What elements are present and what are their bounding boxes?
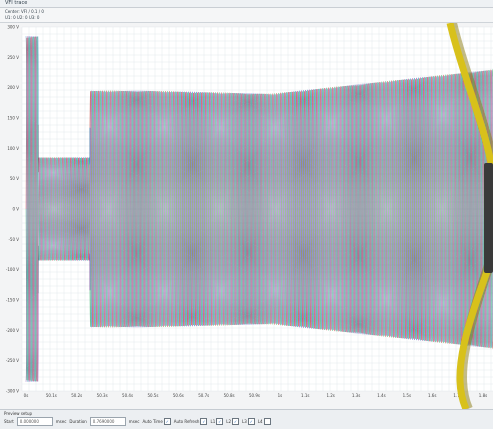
auto-time-group[interactable]: Auto Time ✓	[142, 418, 171, 425]
duration-unit: msec	[128, 419, 140, 424]
duration-label: Duration	[69, 419, 87, 424]
auto-refresh-group[interactable]: Auto Refresh ✓	[174, 418, 208, 425]
x-tick-label: 1.7s	[453, 393, 461, 398]
x-tick-label: 50.8s	[224, 393, 235, 398]
window-title: VFI trace	[5, 0, 28, 6]
x-axis-labels: 0s 50.1s 50.2s 50.3s 50.4s 50.5s 50.6s 50.7s 50.…	[24, 393, 488, 398]
x-tick-label: 50.3s	[97, 393, 108, 398]
channel-l1-checkbox[interactable]: ✓	[216, 418, 224, 425]
channel-l1-label: L1	[210, 419, 216, 424]
x-tick-label: 50.7s	[198, 393, 209, 398]
channel-l2-checkbox[interactable]: ✓	[232, 418, 240, 425]
x-tick-label: 50.4s	[122, 393, 133, 398]
auto-refresh-checkbox[interactable]: ✓	[200, 418, 208, 425]
auto-time-checkbox[interactable]: ✓	[163, 418, 171, 425]
x-tick-label: 1.4s	[377, 393, 385, 398]
device-housing	[484, 163, 493, 273]
y-tick-label: -300 V	[6, 389, 19, 394]
duration-input[interactable]: 0.7690000	[89, 417, 126, 426]
start-input[interactable]: 0.000000	[16, 417, 53, 426]
controls-header: Preview setup	[4, 411, 33, 416]
x-tick-label: 1.6s	[428, 393, 436, 398]
preview-controls: Preview setup Start 0.000000 msec Durati…	[0, 409, 493, 429]
x-tick-label: 1.3s	[352, 393, 360, 398]
x-tick-label: 1s	[278, 393, 283, 398]
y-tick-label: 150 V	[7, 116, 19, 121]
y-tick-label: -200 V	[6, 328, 19, 333]
waveform-plot[interactable]: 300 V 250 V 200 V 150 V 100 V 50 V 0 V -50 V -10…	[0, 23, 493, 409]
controls-row: Start 0.000000 msec Duration 0.7690000 m…	[4, 417, 271, 426]
y-tick-label: -150 V	[6, 298, 19, 303]
x-tick-label: 1.5s	[403, 393, 411, 398]
y-tick-label: -250 V	[6, 358, 19, 363]
waveform-traces	[25, 36, 493, 382]
y-tick-label: 100 V	[7, 146, 19, 151]
x-tick-label: 50.6s	[173, 393, 184, 398]
channel-l4-group[interactable]: L4	[258, 418, 271, 425]
start-unit: msec	[55, 419, 67, 424]
window-titlebar: VFI trace	[0, 0, 493, 8]
y-tick-label: -50 V	[8, 237, 19, 242]
y-tick-label: 200 V	[7, 85, 19, 90]
channel-l3-checkbox[interactable]: ✓	[247, 418, 255, 425]
auto-refresh-label: Auto Refresh	[173, 419, 200, 424]
x-tick-label: 50.5s	[147, 393, 158, 398]
x-tick-label: 0s	[24, 393, 29, 398]
channel-l3-label: L3	[242, 419, 247, 424]
x-tick-label: 1.8s	[479, 393, 487, 398]
info-line-1: Center: VFI / 0.1 / 0	[5, 9, 44, 14]
info-line-2: U1: 0 U2: 0 U3: 0	[5, 15, 40, 20]
y-tick-label: 250 V	[7, 55, 19, 60]
x-tick-label: 1.1s	[301, 393, 309, 398]
auto-time-label: Auto Time	[142, 419, 163, 424]
y-tick-label: 50 V	[10, 176, 19, 181]
y-tick-label: 0 V	[12, 207, 19, 212]
channel-l2-label: L2	[226, 419, 232, 424]
channel-l4-checkbox[interactable]	[263, 418, 271, 425]
channel-l4-label: L4	[257, 419, 263, 424]
channel-l1-group[interactable]: L1 ✓	[210, 418, 224, 425]
waveform-series-4	[25, 36, 493, 382]
y-tick-label: -100 V	[6, 267, 19, 272]
y-tick-label: 300 V	[7, 25, 19, 30]
x-tick-label: 1.2s	[326, 393, 334, 398]
start-label: Start	[4, 419, 14, 424]
x-tick-label: 50.9s	[249, 393, 260, 398]
channel-l3-group[interactable]: L3 ✓	[242, 418, 255, 425]
channel-l2-group[interactable]: L2 ✓	[226, 418, 240, 425]
x-tick-label: 50.2s	[71, 393, 82, 398]
info-bar: Center: VFI / 0.1 / 0 U1: 0 U2: 0 U3: 0	[0, 8, 493, 23]
x-tick-label: 50.1s	[46, 393, 57, 398]
y-axis-labels: 300 V 250 V 200 V 150 V 100 V 50 V 0 V -50 V -10…	[6, 25, 19, 394]
